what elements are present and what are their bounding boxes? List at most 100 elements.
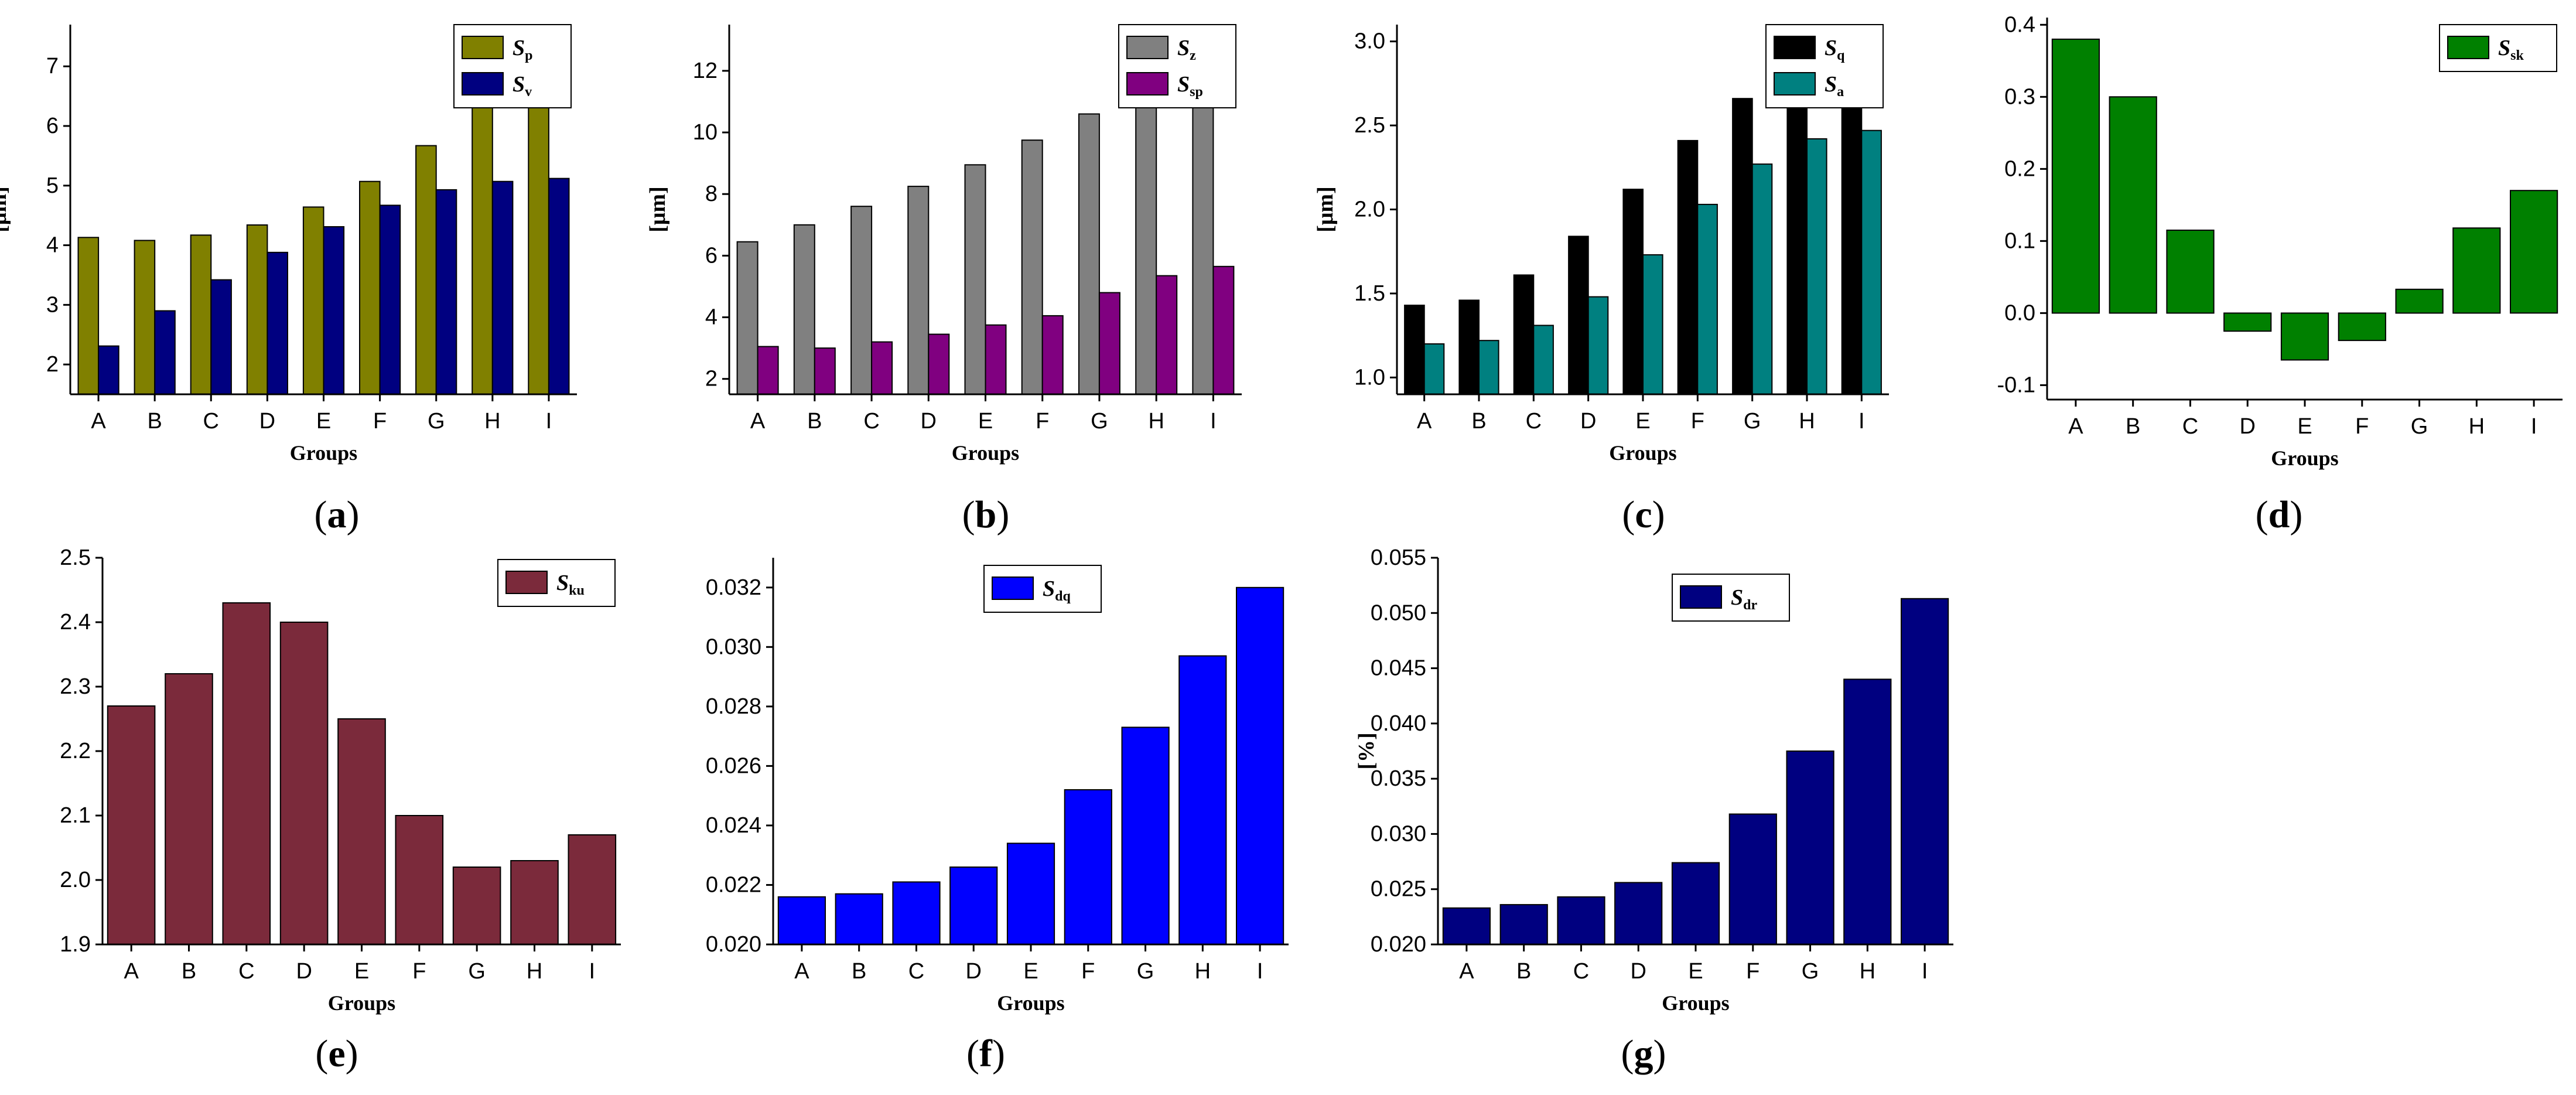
x-tick-label-e: C: [238, 959, 254, 984]
x-axis-title-b: Groups: [952, 441, 1019, 465]
x-tick-label-e: E: [354, 959, 369, 984]
x-tick-label-d: C: [2182, 414, 2198, 439]
legend-b: Sz Ssp: [1118, 24, 1236, 108]
legend-label-sdr: Sdr: [1731, 585, 1757, 613]
bar-g-sdr-D: [1614, 882, 1663, 946]
x-axis-title-a: Groups: [290, 441, 357, 465]
legend-label-sp: Sp: [513, 36, 533, 63]
x-tick-label-c: G: [1744, 409, 1761, 434]
panel-label-b: (b): [962, 493, 1010, 536]
chart-e: 1.9 2.0 2.1 2.2 2.3 2.4 2.5 A B C D E F G H I Groups Sku (…: [60, 545, 621, 1075]
bar-c-sq-D: [1568, 236, 1589, 395]
y-tick-label-f: 0.030: [706, 635, 761, 659]
bar-d-ssk-I: [2510, 190, 2558, 314]
y-tick-label-c: 2.5: [1354, 113, 1385, 138]
x-tick-label-g: F: [1746, 959, 1760, 984]
y-tick-label-a: 3: [46, 292, 59, 317]
x-tick-label-e: A: [124, 959, 139, 984]
bar-g-sdr-H: [1843, 678, 1892, 946]
bar-b-sz-A: [736, 241, 759, 395]
bar-a-sv-E: [323, 226, 345, 395]
y-tick-label-b: 10: [693, 120, 718, 145]
y-tick-label-c: 1.0: [1354, 365, 1385, 390]
x-tick-label-f: A: [794, 959, 809, 984]
chart-b: 2 4 6 8 10 12 A B C D E F G H I Groups [μm] Sz Ssp (b): [645, 24, 1242, 536]
bar-b-ssp-I: [1212, 265, 1235, 395]
x-tick-label-g: B: [1516, 959, 1531, 984]
bar-b-sz-C: [850, 206, 873, 395]
x-axis-title-g: Groups: [1662, 991, 1729, 1015]
bar-e-sku-H: [510, 860, 559, 945]
legend-label-sq: Sq: [1825, 36, 1845, 63]
bar-a-sp-F: [359, 180, 381, 395]
bar-c-sq-E: [1622, 189, 1644, 395]
bar-d-ssk-D: [2223, 312, 2272, 332]
bar-d-ssk-H: [2452, 227, 2501, 314]
chart-g: 0.020 0.025 0.030 0.035 0.040 0.045 0.050 0.055…: [1354, 545, 1953, 1075]
bar-a-sv-B: [154, 310, 176, 395]
x-tick-label-f: E: [1023, 959, 1038, 984]
x-tick-label-a: E: [316, 409, 331, 434]
y-tick-label-d: 0.3: [2004, 84, 2035, 109]
x-tick-label-e: H: [527, 959, 542, 984]
bar-e-sku-B: [165, 673, 213, 945]
bar-c-sa-D: [1587, 296, 1609, 395]
x-tick-label-d: D: [2239, 414, 2255, 439]
bar-c-sa-C: [1533, 325, 1554, 395]
panel-label-e: (e): [315, 1032, 358, 1075]
x-tick-label-c: E: [1635, 409, 1650, 434]
bar-g-sdr-G: [1786, 751, 1834, 945]
x-tick-label-g: C: [1573, 959, 1589, 984]
bar-c-sq-B: [1458, 299, 1480, 395]
x-axis-title-f: Groups: [997, 991, 1064, 1015]
y-tick-label-f: 0.024: [706, 813, 761, 838]
x-tick-label-a: B: [147, 409, 162, 434]
bar-g-sdr-I: [1901, 598, 1949, 945]
bar-b-ssp-B: [814, 347, 836, 395]
bar-b-ssp-G: [1098, 292, 1120, 395]
legend-label-sdq: Sdq: [1043, 577, 1071, 604]
x-tick-label-d: E: [2297, 414, 2312, 439]
bar-a-sv-F: [379, 204, 401, 395]
bar-a-sp-G: [415, 145, 437, 395]
bar-a-sp-B: [134, 240, 156, 395]
y-tick-label-g: 0.040: [1371, 711, 1426, 736]
legend-label-sa: Sa: [1825, 72, 1844, 100]
bar-e-sku-C: [222, 602, 271, 945]
bar-e-sku-E: [337, 718, 386, 945]
y-tick-label-e: 2.0: [60, 868, 91, 892]
y-tick-label-e: 2.2: [60, 739, 91, 763]
bar-d-ssk-B: [2109, 96, 2157, 314]
y-tick-label-g: 0.055: [1371, 545, 1426, 570]
panel-label-d: (d): [2256, 493, 2303, 536]
x-tick-label-c: D: [1580, 409, 1596, 434]
bar-e-sku-I: [568, 834, 617, 945]
legend-f: Sdq: [983, 565, 1102, 613]
x-tick-label-d: B: [2126, 414, 2140, 439]
bar-b-sz-H: [1135, 86, 1157, 395]
chart-c: 1.0 1.5 2.0 2.5 3.0 A B C D E F G H I Groups [μm] Sq Sa (c…: [1313, 24, 1889, 536]
bar-a-sv-C: [210, 279, 232, 395]
y-tick-label-b: 6: [705, 243, 718, 268]
panel-label-c: (c): [1622, 493, 1665, 536]
bar-d-ssk-A: [2051, 38, 2100, 314]
x-tick-label-b: B: [807, 409, 822, 434]
bar-e-sku-A: [107, 705, 156, 945]
legend-label-sku: Sku: [556, 571, 585, 598]
y-tick-label-a: 5: [46, 173, 59, 198]
bar-c-sq-G: [1732, 98, 1753, 395]
x-tick-label-a: G: [428, 409, 445, 434]
x-tick-label-b: F: [1036, 409, 1049, 434]
panel-label-g: (g): [1621, 1032, 1666, 1075]
x-tick-label-d: A: [2068, 414, 2083, 439]
bar-g-sdr-B: [1499, 904, 1548, 945]
bar-a-sv-D: [267, 251, 288, 395]
y-tick-label-e: 2.1: [60, 803, 91, 828]
bar-d-ssk-G: [2395, 288, 2444, 314]
legend-swatch-sz: [1126, 36, 1169, 59]
bar-c-sq-A: [1404, 305, 1425, 395]
x-tick-label-e: I: [589, 959, 596, 984]
x-tick-label-g: A: [1459, 959, 1474, 984]
legend-swatch-sq: [1774, 36, 1816, 59]
y-tick-label-b: 8: [705, 182, 718, 206]
